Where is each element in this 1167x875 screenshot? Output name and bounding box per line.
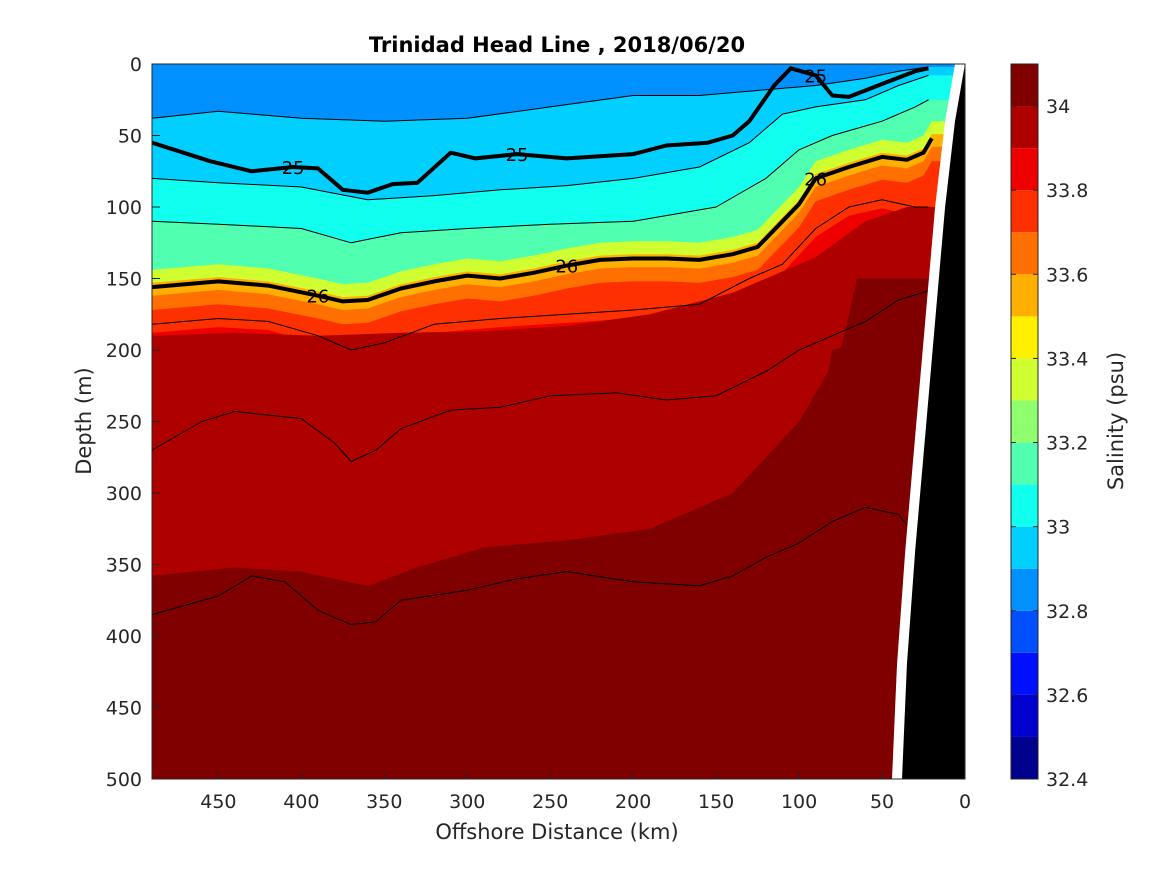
bottom-topography	[892, 64, 965, 779]
x-tick-label: 300	[449, 791, 485, 813]
colorbar-swatch	[1011, 442, 1038, 485]
density-contour-3	[152, 99, 929, 244]
colorbar-swatch	[1011, 190, 1038, 233]
x-tick-label: 400	[283, 791, 319, 813]
density-contour-1	[152, 66, 929, 195]
y-tick-label: 150	[106, 269, 142, 291]
x-tick-label: 150	[698, 791, 734, 813]
x-axis-ticks: 450 400 350 300 250 200 150 100 50 0	[200, 771, 971, 813]
contour-labels: 25 25 25 26 26 26	[282, 66, 828, 308]
y-tick-label: 250	[106, 412, 142, 434]
colorbar-swatch	[1011, 400, 1038, 443]
colorbar-swatch	[1011, 484, 1038, 527]
colorbar-tick-label: 33.8	[1046, 180, 1088, 202]
colorbar-swatch	[1011, 232, 1038, 275]
y-tick-label: 100	[106, 197, 142, 219]
colorbar-tick-label: 33	[1046, 517, 1070, 539]
contour-label-26-1: 26	[555, 257, 578, 278]
colorbar-tick-label: 33.6	[1046, 264, 1088, 286]
colorbar-swatch	[1011, 106, 1038, 149]
x-tick-label: 0	[959, 791, 971, 813]
contour-label-25-0: 25	[282, 158, 305, 179]
density-contour-4	[152, 137, 934, 304]
density-contour-0	[152, 66, 929, 122]
y-tick-label: 400	[106, 626, 142, 648]
y-tick-label: 500	[106, 769, 142, 791]
colorbar-tick-label: 34	[1046, 96, 1070, 118]
colorbar-frame	[1010, 63, 1039, 780]
colorbar-swatch	[1011, 358, 1038, 401]
colorbar-swatch	[1011, 64, 1038, 107]
seafloor	[902, 64, 965, 779]
colorbar-swatch	[1011, 568, 1038, 611]
x-tick-label: 200	[615, 791, 651, 813]
colorbar	[1010, 63, 1039, 780]
colorbar-tick-label: 32.6	[1046, 685, 1088, 707]
salinity-bands	[152, 66, 965, 779]
colorbar-swatch	[1011, 148, 1038, 191]
y-tick-label: 50	[118, 126, 142, 148]
y-axis-ticks: 0 50 100 150 200 250 300 350 400 450 500	[106, 54, 160, 791]
colorbar-tick-label: 33.4	[1046, 348, 1088, 370]
contour-label-25-2: 25	[804, 66, 827, 87]
colorbar-tick-label: 32.4	[1046, 769, 1088, 791]
y-axis-label: Depth (m)	[72, 367, 96, 474]
x-tick-label: 250	[532, 791, 568, 813]
colorbar-swatch	[1011, 736, 1038, 779]
y-tick-label: 300	[106, 483, 142, 505]
density-contour-5	[152, 199, 929, 351]
y-tick-label: 350	[106, 555, 142, 577]
density-contours	[152, 66, 934, 626]
density-contour-2	[152, 74, 929, 201]
y-tick-label: 450	[106, 698, 142, 720]
colorbar-swatch	[1011, 526, 1038, 569]
x-tick-label: 450	[200, 791, 236, 813]
colorbar-swatch	[1011, 694, 1038, 737]
plot-area	[152, 64, 965, 779]
colorbar-swatch	[1011, 316, 1038, 359]
contour-label-26-0: 26	[306, 287, 329, 308]
colorbar-tick-label: 33.2	[1046, 433, 1088, 455]
colorbar-ticks: 32.4 32.6 32.8 33 33.2 33.4 33.6 33.8 34	[1011, 96, 1088, 791]
salinity-band-deep-3	[268, 342, 899, 779]
colorbar-swatch	[1011, 652, 1038, 695]
colorbar-swatch	[1011, 274, 1038, 317]
chart-title: Trinidad Head Line , 2018/06/20	[369, 33, 745, 57]
colorbar-swatch	[1011, 610, 1038, 653]
colorbar-tick-label: 32.8	[1046, 601, 1088, 623]
x-axis-label: Offshore Distance (km)	[435, 820, 678, 844]
contour-label-26-2: 26	[804, 169, 827, 190]
y-tick-label: 200	[106, 340, 142, 362]
y-tick-label: 0	[130, 54, 142, 76]
density-contour-6	[152, 289, 932, 462]
x-tick-label: 350	[366, 791, 402, 813]
x-tick-label: 50	[870, 791, 894, 813]
x-tick-label: 100	[781, 791, 817, 813]
density-contour-7	[152, 506, 916, 626]
contour-label-25-1: 25	[506, 145, 529, 166]
colorbar-label: Salinity (psu)	[1104, 352, 1128, 490]
